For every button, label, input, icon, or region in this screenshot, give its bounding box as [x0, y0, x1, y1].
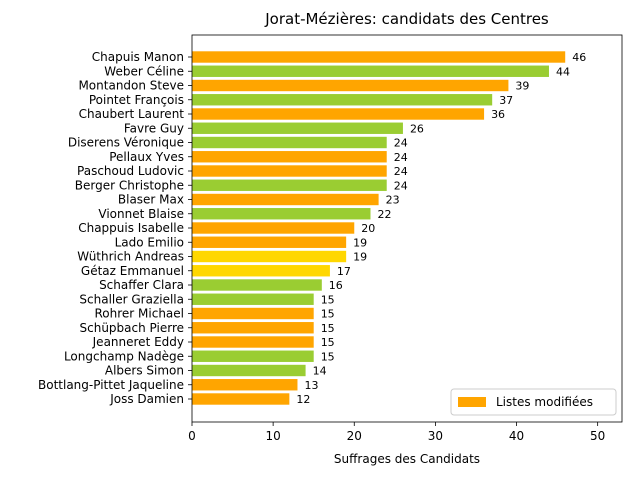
bar	[192, 208, 371, 220]
bar-value-label: 15	[321, 293, 335, 306]
bar	[192, 108, 485, 120]
bar-value-label: 23	[386, 194, 400, 207]
bar-value-label: 15	[321, 350, 335, 363]
bar-value-label: 36	[491, 108, 505, 121]
bar-value-label: 15	[321, 322, 335, 335]
y-tick-label: Chaubert Laurent	[79, 107, 185, 121]
bar-value-label: 39	[515, 80, 529, 93]
y-tick-label: Pointet François	[89, 93, 184, 107]
bar-value-label: 24	[394, 151, 408, 164]
y-tick-label: Schaffer Clara	[99, 278, 184, 292]
bar-value-label: 24	[394, 165, 408, 178]
y-tick-label: Paschoud Ludovic	[77, 164, 184, 178]
bar	[192, 51, 566, 63]
x-tick-label: 40	[509, 429, 524, 443]
bar	[192, 250, 347, 263]
y-tick-label: Vionnet Blaise	[98, 207, 184, 221]
bar	[192, 279, 322, 291]
x-tick-label: 50	[590, 429, 605, 443]
bar	[192, 193, 379, 206]
bar-value-label: 19	[353, 251, 367, 264]
x-tick-label: 10	[265, 429, 280, 443]
bar	[192, 179, 387, 191]
legend-box	[450, 388, 617, 416]
y-tick-label: Joss Damien	[109, 392, 184, 406]
bar	[192, 165, 387, 177]
bar-value-label: 46	[572, 51, 586, 64]
plot-frame	[191, 34, 623, 423]
bar-value-label: 20	[361, 222, 375, 235]
bar-value-label: 37	[499, 94, 513, 107]
bar	[192, 350, 314, 362]
y-tick-label: Diserens Véronique	[68, 136, 184, 150]
bar	[192, 364, 306, 377]
y-tick-label: Rohrer Michael	[94, 307, 184, 321]
y-tick-label: Schüpbach Pierre	[80, 321, 185, 335]
bar	[192, 393, 290, 405]
bar-value-label: 15	[321, 308, 335, 321]
y-tick-label: Favre Guy	[124, 121, 184, 135]
bar	[192, 236, 347, 248]
y-tick-label: Berger Christophe	[75, 178, 184, 192]
bar-value-label: 15	[321, 336, 335, 349]
y-tick-label: Albers Simon	[105, 364, 184, 378]
y-tick-label: Lado Emilio	[115, 235, 184, 249]
legend-swatch	[458, 397, 486, 407]
y-tick-label: Chapuis Manon	[92, 50, 184, 64]
bar	[192, 79, 509, 92]
bar	[192, 322, 314, 334]
bar	[192, 122, 403, 134]
y-tick-label: Pellaux Yves	[109, 150, 184, 164]
y-tick-label: Bottlang-Pittet Jaqueline	[38, 378, 184, 392]
x-tick-label: 0	[188, 429, 196, 443]
x-axis-label: Suffrages des Candidats	[334, 452, 480, 466]
bar	[192, 307, 314, 320]
bar-value-label: 12	[296, 393, 310, 406]
chart-title: Jorat-Mézières: candidats des Centres	[264, 10, 549, 28]
y-tick-label: Gétaz Emmanuel	[81, 264, 184, 278]
y-tick-label: Blaser Max	[118, 193, 184, 207]
y-tick-label: Weber Céline	[104, 64, 184, 78]
y-tick-label: Montandon Steve	[78, 79, 184, 93]
plot-border	[191, 34, 623, 423]
y-tick-label: Longchamp Nadège	[64, 349, 184, 363]
bar-value-label: 17	[337, 265, 351, 278]
bar-value-label: 24	[394, 179, 408, 192]
bar	[192, 379, 298, 391]
x-axis-ticks: 0 10 20 30 40 50	[188, 422, 605, 443]
bar	[192, 94, 493, 106]
y-tick-label: Jeanneret Eddy	[92, 335, 184, 349]
bar-value-label: 13	[304, 379, 318, 392]
x-tick-label: 30	[428, 429, 443, 443]
bar	[192, 222, 355, 234]
legend-label: Listes modifiées	[496, 395, 593, 409]
bar-value-label: 44	[556, 65, 570, 78]
bar-value-label: 14	[313, 365, 327, 378]
bar-value-label: 19	[353, 236, 367, 249]
y-tick-label: Chappuis Isabelle	[78, 221, 184, 235]
bar	[192, 151, 387, 163]
legend: Listes modifiées	[450, 388, 617, 416]
y-tick-label: Schaller Graziella	[79, 292, 184, 306]
bar	[192, 136, 387, 149]
bars-layer: 4644393736262424242423222019191716151515…	[192, 51, 586, 406]
bar-value-label: 22	[377, 208, 391, 221]
bar	[192, 293, 314, 305]
bar	[192, 265, 330, 277]
bar-value-label: 26	[410, 122, 424, 135]
y-tick-label: Wüthrich Andreas	[77, 250, 184, 264]
x-tick-label: 20	[347, 429, 362, 443]
bar-value-label: 24	[394, 137, 408, 150]
bar	[192, 336, 314, 348]
bar	[192, 65, 549, 77]
bar-value-label: 16	[329, 279, 343, 292]
